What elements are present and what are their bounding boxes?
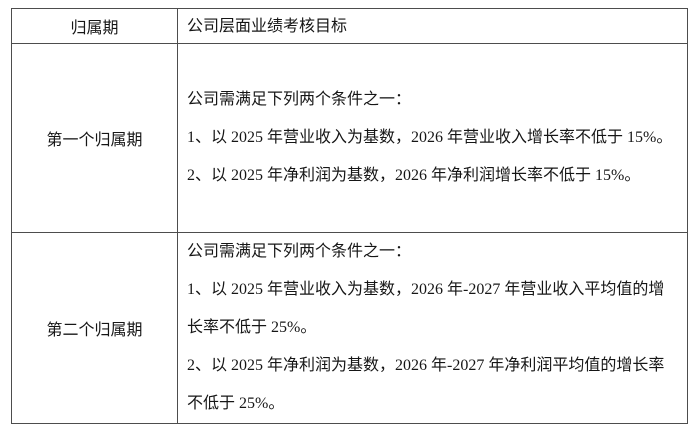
target-condition-text: 2、以 2025 年净利润为基数，2026 年净利润增长率不低于 15%。 xyxy=(187,167,641,184)
period-cell: 第一个归属期 xyxy=(11,43,178,233)
table-header-row: 归属期 公司层面业绩考核目标 xyxy=(11,8,688,44)
target-cell: 公司需满足下列两个条件之一： 1、以 2025 年营业收入为基数，2026 年-2… xyxy=(177,232,688,424)
target-cell: 公司需满足下列两个条件之一： 1、以 2025 年营业收入为基数，2026 年营业… xyxy=(177,43,688,233)
table-body: 第一个归属期 公司需满足下列两个条件之一： 1、以 2025 年营业收入为基数，20… xyxy=(11,43,688,424)
target-condition-text: 2、以 2025 年净利润为基数，2026 年-2027 年净利润平均值的增长率… xyxy=(187,357,665,412)
table-row: 第二个归属期 公司需满足下列两个条件之一： 1、以 2025 年营业收入为基数，20… xyxy=(11,232,688,424)
header-cell-period: 归属期 xyxy=(11,8,178,44)
target-condition-text: 1、以 2025 年营业收入为基数，2026 年营业收入增长率不低于 15%。 xyxy=(187,129,673,146)
target-condition-text: 公司需满足下列两个条件之一： xyxy=(187,243,412,260)
target-condition-text: 1、以 2025 年营业收入为基数，2026 年-2027 年营业收入平均值的增… xyxy=(187,281,665,336)
header-cell-target: 公司层面业绩考核目标 xyxy=(177,8,688,44)
period-cell: 第二个归属期 xyxy=(11,232,178,424)
table-row: 第一个归属期 公司需满足下列两个条件之一： 1、以 2025 年营业收入为基数，20… xyxy=(11,43,688,233)
target-condition-text: 公司需满足下列两个条件之一： xyxy=(187,91,412,108)
performance-assessment-table: 归属期 公司层面业绩考核目标 第一个归属期 公司需满足下列两个条件之一： 1、以 2… xyxy=(11,8,688,424)
